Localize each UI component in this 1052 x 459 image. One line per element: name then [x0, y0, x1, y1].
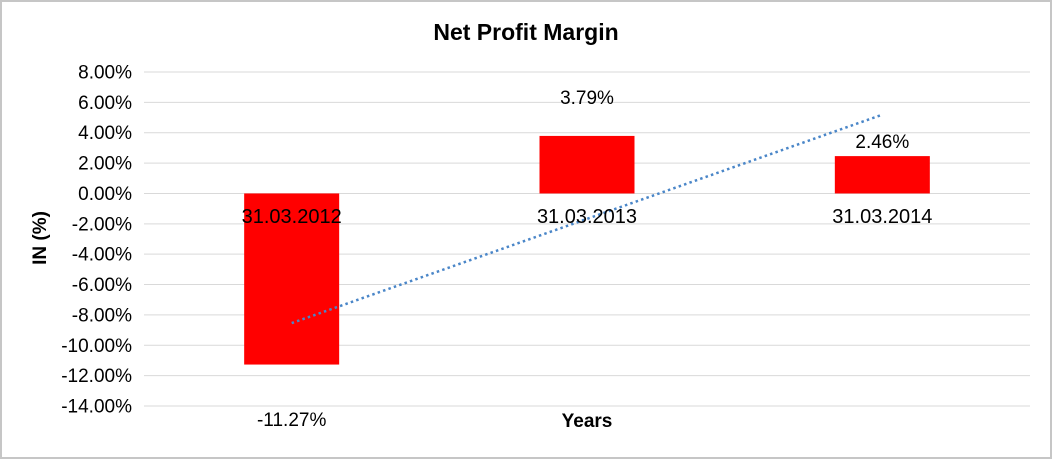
y-tick-label: -14.00%: [61, 397, 132, 418]
value-label: -11.27%: [257, 410, 326, 431]
y-tick-label: -12.00%: [61, 366, 132, 387]
y-tick-label: -6.00%: [72, 275, 132, 296]
value-label: 3.79%: [560, 88, 614, 109]
y-tick-label: 0.00%: [78, 184, 132, 205]
y-tick-label: 8.00%: [78, 63, 132, 84]
y-tick-label: -8.00%: [72, 305, 132, 326]
category-label: 31.03.2014: [832, 206, 932, 228]
x-axis-title: Years: [561, 411, 613, 432]
y-tick-label: -10.00%: [61, 336, 132, 357]
chart-title: Net Profit Margin: [433, 19, 619, 45]
y-tick-label: -4.00%: [72, 245, 132, 266]
y-tick-label: 4.00%: [78, 123, 132, 144]
category-label: 31.03.2012: [242, 206, 342, 228]
bar-31.03.2014[interactable]: [834, 156, 930, 194]
trendline[interactable]: [291, 113, 883, 325]
y-tick-label: 2.00%: [78, 154, 132, 175]
y-tick-label: -2.00%: [72, 214, 132, 235]
bar-31.03.2012[interactable]: [244, 193, 340, 365]
value-label: 2.46%: [855, 132, 909, 153]
y-tick-label: 6.00%: [78, 93, 132, 114]
category-label: 31.03.2013: [537, 206, 637, 228]
bar-31.03.2013[interactable]: [539, 135, 635, 194]
